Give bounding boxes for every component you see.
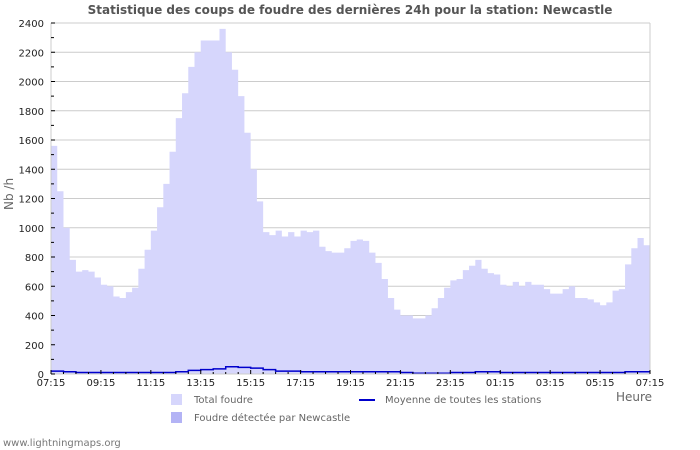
legend-detected: Foudre détectée par Newcastle [194,413,351,424]
svg-text:2400: 2400 [19,19,44,30]
svg-text:05:15: 05:15 [586,378,615,389]
svg-text:1000: 1000 [19,224,44,235]
svg-text:11:15: 11:15 [136,378,165,389]
svg-text:1600: 1600 [19,136,44,147]
svg-text:600: 600 [25,282,44,293]
svg-text:19:15: 19:15 [336,378,365,389]
legend-swatch-total [171,394,182,405]
svg-text:13:15: 13:15 [186,378,215,389]
svg-text:1200: 1200 [19,195,44,206]
svg-text:2000: 2000 [19,78,44,89]
svg-text:15:15: 15:15 [236,378,265,389]
svg-text:1400: 1400 [19,165,44,176]
x-axis-ticks: 07:15 09:15 11:15 13:15 15:15 17:15 19:15 21:15… [37,370,665,389]
svg-text:09:15: 09:15 [87,378,116,389]
svg-text:0: 0 [38,370,44,381]
legend-swatch-average [359,399,375,401]
footer-source: www.lightningmaps.org [3,438,121,449]
svg-text:23:15: 23:15 [436,378,465,389]
svg-text:21:15: 21:15 [386,378,415,389]
svg-text:17:15: 17:15 [286,378,315,389]
legend-swatch-detected [171,412,182,423]
legend-average: Moyenne de toutes les stations [385,395,542,406]
svg-text:1800: 1800 [19,107,44,118]
svg-text:07:15: 07:15 [37,378,66,389]
svg-text:2200: 2200 [19,48,44,59]
svg-text:01:15: 01:15 [486,378,515,389]
total-foudre-area [51,28,650,374]
x-axis-label: Heure [616,390,653,404]
chart-title: Statistique des coups de foudre des dern… [87,3,613,17]
legend-total: Total foudre [194,395,253,406]
svg-text:03:15: 03:15 [536,378,565,389]
y-axis-ticks: 0 200 400 600 800 1000 1200 1400 1600 1800 2000 220… [19,19,55,381]
y-axis-label: Nb /h [2,177,16,210]
svg-text:400: 400 [25,312,44,323]
svg-text:07:15: 07:15 [636,378,665,389]
svg-text:200: 200 [25,341,44,352]
svg-text:800: 800 [25,253,44,264]
